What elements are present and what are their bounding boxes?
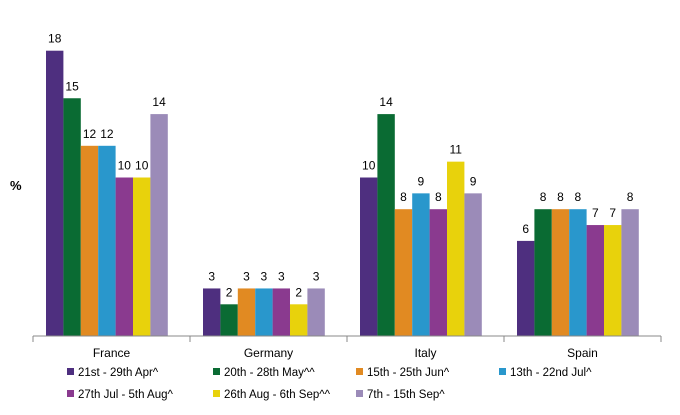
- legend: 21st - 29th Apr^ 20th - 28th May^^ 15th - …: [67, 367, 592, 401]
- data-label: 11: [449, 143, 462, 157]
- x-tick-label: France: [93, 346, 131, 360]
- bar: [394, 209, 413, 336]
- bar: [412, 193, 430, 336]
- legend-label: 13th - 22nd Jul^: [510, 367, 592, 379]
- legend-label: 27th Jul - 5th Aug^: [78, 389, 174, 401]
- bar: [447, 161, 465, 336]
- bar: [80, 145, 99, 336]
- x-tick-label: Germany: [244, 346, 293, 360]
- data-label: 3: [278, 269, 285, 283]
- data-label: 8: [400, 190, 407, 204]
- bar: [150, 114, 168, 336]
- bar: [429, 209, 447, 336]
- x-axis: France Germany Italy Spain: [32, 335, 662, 360]
- legend-swatch: [213, 390, 220, 397]
- bar: [255, 288, 273, 336]
- bars-layer: [46, 50, 639, 336]
- x-tick-label: Spain: [567, 346, 598, 360]
- data-label: 10: [118, 159, 132, 173]
- data-label: 2: [226, 285, 233, 299]
- bar: [63, 98, 81, 336]
- bar: [464, 193, 482, 336]
- legend-label: 26th Aug - 6th Sep^^: [224, 389, 331, 401]
- legend-label: 15th - 25th Jun^: [367, 367, 450, 379]
- data-label: 8: [557, 190, 564, 204]
- data-label: 12: [100, 127, 114, 141]
- bar: [307, 288, 325, 336]
- legend-swatch: [67, 368, 74, 375]
- data-label: 8: [575, 190, 582, 204]
- bar: [569, 209, 587, 336]
- data-label: 8: [540, 190, 547, 204]
- bar: [98, 145, 116, 336]
- legend-label: 21st - 29th Apr^: [78, 367, 159, 379]
- data-label: 10: [135, 159, 149, 173]
- bar: [237, 288, 256, 336]
- legend-label: 7th - 15th Sep^: [367, 389, 445, 401]
- bar: [621, 209, 639, 336]
- data-label: 3: [243, 269, 250, 283]
- bar: [534, 209, 552, 336]
- data-label: 7: [609, 206, 616, 220]
- legend-swatch: [213, 368, 220, 375]
- data-label: 7: [592, 206, 599, 220]
- legend-swatch: [67, 390, 74, 397]
- data-label: 14: [379, 95, 393, 109]
- data-label: 6: [522, 222, 529, 236]
- legend-swatch: [356, 368, 363, 375]
- data-label: 3: [261, 269, 268, 283]
- legend-swatch: [499, 368, 506, 375]
- bar: [115, 177, 133, 336]
- legend-label: 20th - 28th May^^: [224, 367, 315, 379]
- bar: [377, 114, 395, 336]
- data-label: 12: [83, 127, 97, 141]
- x-tick-label: Italy: [414, 346, 436, 360]
- data-label: 8: [627, 190, 634, 204]
- data-label: 2: [295, 285, 302, 299]
- bar: [46, 50, 64, 336]
- data-label: 15: [65, 79, 79, 93]
- data-label: 9: [418, 174, 425, 188]
- data-label: 3: [313, 269, 320, 283]
- data-label: 14: [152, 95, 166, 109]
- bar: [360, 177, 378, 336]
- bar: [604, 225, 622, 336]
- bar: [220, 304, 238, 336]
- data-label: 9: [470, 174, 477, 188]
- bar: [517, 240, 535, 336]
- y-axis-title: %: [10, 178, 22, 193]
- legend-swatch: [356, 390, 363, 397]
- bar: [551, 209, 570, 336]
- data-label: 18: [48, 32, 62, 46]
- bar: [203, 288, 221, 336]
- bar: [290, 304, 308, 336]
- bar: [586, 225, 604, 336]
- data-label: 3: [208, 269, 215, 283]
- data-label: 10: [362, 159, 376, 173]
- bar: [272, 288, 290, 336]
- bar: [133, 177, 151, 336]
- data-label: 8: [435, 190, 442, 204]
